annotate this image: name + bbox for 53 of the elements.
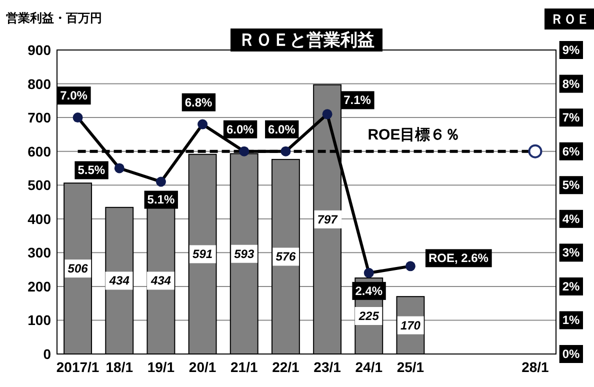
y2-tick-label: 2% xyxy=(562,279,580,294)
data-label: 225 xyxy=(358,309,380,323)
chart-title: ＲＯＥと営業利益 xyxy=(238,30,374,50)
data-label: 6.0% xyxy=(268,122,296,136)
x-tick-label: 23/1 xyxy=(314,359,342,375)
data-label: 434 xyxy=(108,274,130,288)
data-label: 797 xyxy=(317,212,339,226)
x-tick-label: 18/1 xyxy=(106,359,134,375)
data-label: 591 xyxy=(192,247,213,262)
data-label: 2.4% xyxy=(355,284,383,298)
point xyxy=(528,144,542,158)
data-label: 7.0% xyxy=(60,88,88,103)
y-tick-label: 400 xyxy=(28,210,52,227)
x-tick-label: 22/1 xyxy=(272,359,300,375)
y-tick-label: 500 xyxy=(28,177,52,194)
data-label: ROE, 2.6% xyxy=(428,251,489,266)
x-tick-label: 2017/1 xyxy=(56,359,100,375)
y-tick-label: 900 xyxy=(28,42,52,58)
legend-label: ROE目標６％ xyxy=(368,126,460,144)
y2-tick-label: 5% xyxy=(562,178,580,192)
x-tick-label: 24/1 xyxy=(355,359,383,375)
y2-tick-label: 9% xyxy=(562,43,580,57)
y2-tick-label: 0% xyxy=(562,347,580,361)
data-label: 6.8% xyxy=(184,95,213,110)
y2-tick-label: 8% xyxy=(562,76,580,91)
x-tick-label: 21/1 xyxy=(230,359,258,375)
y-tick-label: 100 xyxy=(28,312,52,328)
y-axis-title: 営業利益・百万円 xyxy=(6,11,102,25)
y-tick-label: 800 xyxy=(28,76,52,92)
y-tick-label: 200 xyxy=(28,278,52,294)
y-tick-label: 700 xyxy=(28,110,52,126)
data-label: 170 xyxy=(400,318,421,332)
y2-tick-label: 7% xyxy=(562,110,580,125)
data-label: 434 xyxy=(150,274,172,288)
y2-axis-title: ＲＯＥ xyxy=(550,12,590,26)
y-tick-label: 600 xyxy=(28,143,52,160)
data-label: 5.5% xyxy=(78,163,106,178)
y-tick-label: 300 xyxy=(28,244,52,261)
data-label: 593 xyxy=(234,246,254,261)
y2-tick-label: 3% xyxy=(562,246,580,260)
data-label: 576 xyxy=(276,250,296,264)
x-tick-label: 25/1 xyxy=(396,359,424,375)
x-tick-label: 19/1 xyxy=(147,359,175,375)
y-tick-label: 0 xyxy=(43,346,52,362)
data-label: 506 xyxy=(68,262,88,276)
data-label: 5.1% xyxy=(147,192,175,207)
y2-tick-label: 1% xyxy=(562,313,580,328)
y2-tick-label: 4% xyxy=(562,212,580,226)
y2-tick-label: 6% xyxy=(562,144,580,158)
data-label: 6.0% xyxy=(226,122,254,136)
data-label: 7.1% xyxy=(344,93,372,108)
x-tick-label: 20/1 xyxy=(188,359,216,375)
x-tick-label: 28/1 xyxy=(522,359,550,375)
